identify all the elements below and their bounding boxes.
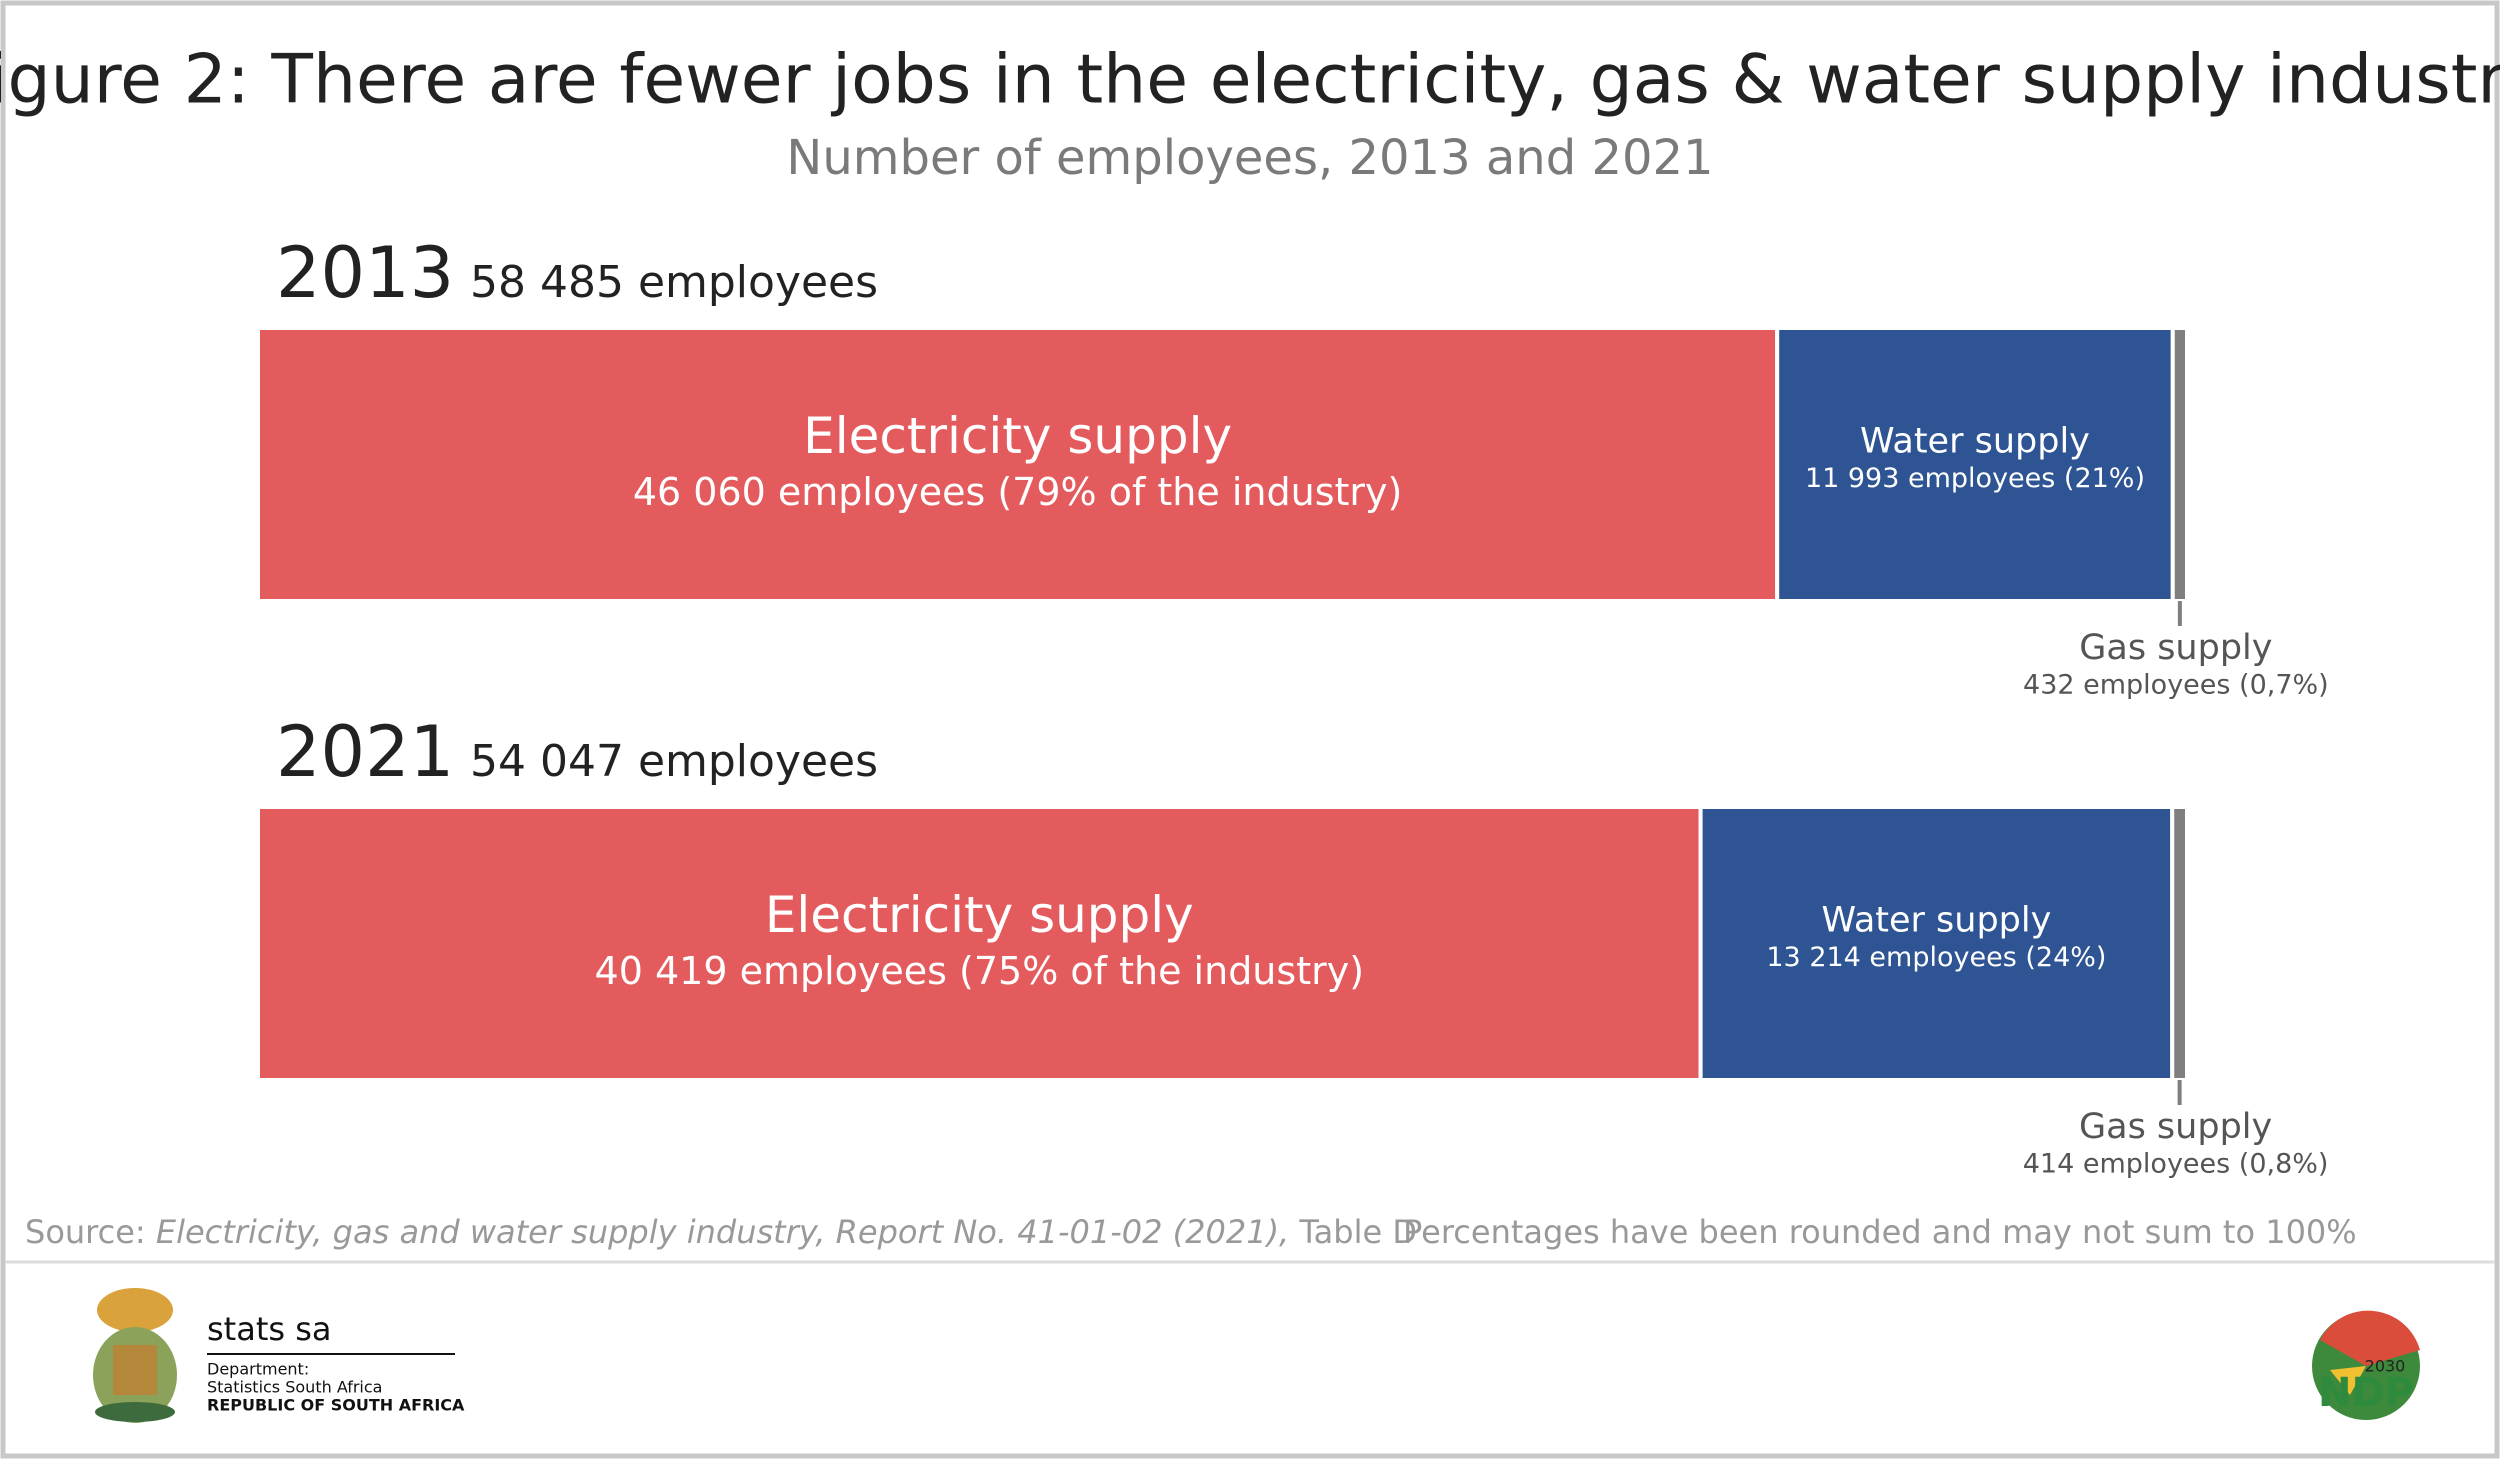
chart-title: Figure 2: There are fewer jobs in the el… bbox=[0, 41, 2500, 120]
brand: stats sa bbox=[207, 1310, 332, 1348]
bar-segment bbox=[2170, 326, 2190, 603]
bar-segment bbox=[2170, 805, 2190, 1082]
ndp: NDP bbox=[2318, 1370, 2414, 1416]
ndp-year: 2030 bbox=[2365, 1357, 2406, 1376]
segment-label: 11 993 employees (21%) bbox=[1805, 463, 2145, 494]
segment-name: Electricity supply bbox=[803, 407, 1232, 465]
segment-label: 414 employees (0,8%) bbox=[2023, 1149, 2329, 1180]
note: Percentages have been rounded and may no… bbox=[1403, 1213, 2357, 1251]
source: Source: Electricity, gas and water suppl… bbox=[25, 1213, 1417, 1251]
source-prefix: Source: bbox=[25, 1213, 156, 1251]
segment-name: Gas supply bbox=[2079, 628, 2272, 668]
year-label: 2021 bbox=[276, 711, 454, 793]
segment-name: Gas supply bbox=[2079, 1107, 2272, 1147]
segment-name: Water supply bbox=[1821, 901, 2051, 941]
country: REPUBLIC OF SOUTH AFRICA bbox=[207, 1396, 465, 1415]
dept: Department: bbox=[207, 1360, 309, 1379]
ndp-logo bbox=[2312, 1310, 2420, 1420]
bar-segment bbox=[1698, 805, 2175, 1082]
org: Statistics South Africa bbox=[207, 1378, 382, 1397]
segment-name: Electricity supply bbox=[765, 886, 1194, 944]
year-label: 2013 bbox=[276, 232, 454, 314]
segment-name: Water supply bbox=[1860, 422, 2090, 462]
coat-of-arms bbox=[93, 1288, 177, 1423]
source-report: Electricity, gas and water supply indust… bbox=[156, 1213, 1289, 1251]
segment-label: 432 employees (0,7%) bbox=[2023, 670, 2329, 701]
total-label: 58 485 employees bbox=[470, 257, 878, 308]
chart-subtitle: Number of employees, 2013 and 2021 bbox=[786, 130, 1713, 186]
bar-segment bbox=[256, 805, 1703, 1082]
segment-label: 46 060 employees (79% of the industry) bbox=[633, 470, 1402, 514]
total-label: 54 047 employees bbox=[470, 736, 878, 787]
segment-label: 13 214 employees (24%) bbox=[1766, 942, 2106, 973]
segment-label: 40 419 employees (75% of the industry) bbox=[595, 949, 1364, 993]
source-suffix: Table D bbox=[1289, 1213, 1417, 1251]
